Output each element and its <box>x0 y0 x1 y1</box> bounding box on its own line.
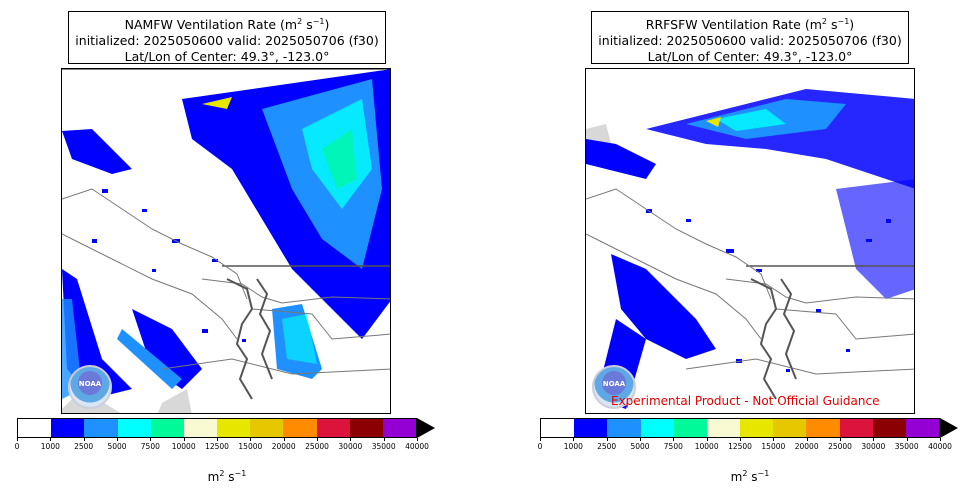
colorbar-segment <box>316 419 350 437</box>
colorbar-tick-mark <box>417 438 418 441</box>
colorbar-tick-label: 25000 <box>828 442 852 451</box>
right-map-svg <box>586 89 914 409</box>
colorbar-tick-mark <box>250 438 252 441</box>
colorbar-segment <box>541 419 575 437</box>
colorbar-tick-mark <box>83 438 85 441</box>
left-title-line1: NAMFW Ventilation Rate (m2 s−1) <box>124 17 330 33</box>
colorbar-tick-mark <box>573 438 575 441</box>
colorbar-segment <box>740 419 774 437</box>
colorbar-tick-mark <box>350 438 352 441</box>
colorbar-tick-label: 35000 <box>894 442 919 451</box>
colorbar-segment <box>839 419 873 437</box>
colorbar-tick-label: 5000 <box>107 442 127 451</box>
colorbar-tick-label: 2500 <box>597 442 617 451</box>
colorbar-tick-mark <box>50 438 52 441</box>
colorbar-segment <box>382 419 417 437</box>
colorbar-tick-label: 30000 <box>861 442 886 451</box>
colorbar-segment <box>706 419 741 437</box>
colorbar-tick-label: 0 <box>537 442 543 451</box>
colorbar-segment <box>117 419 151 437</box>
noaa-logo-right: NOAA <box>592 365 636 409</box>
noaa-logo-left: NOAA <box>68 365 112 409</box>
left-colorbar-extend-arrow <box>417 418 435 438</box>
colorbar-tick-label: 7500 <box>663 442 683 451</box>
colorbar-tick-mark <box>383 438 385 441</box>
colorbar-segment <box>283 419 317 437</box>
colorbar-segment <box>640 419 674 437</box>
colorbar-tick-mark <box>17 438 18 441</box>
right-colorbar-ticks: 0 1000 2500 5000 7500 10000 12500 15000 20000 250… <box>537 438 952 452</box>
colorbar-tick-mark <box>940 438 941 441</box>
colorbar-tick-label: 0 <box>14 442 20 451</box>
colorbar-tick-label: 1000 <box>563 442 583 451</box>
colorbar-tick-mark <box>217 438 218 441</box>
colorbar-tick-label: 2500 <box>74 442 94 451</box>
right-title-line3: Lat/Lon of Center: 49.3°, -123.0° <box>647 49 853 65</box>
left-map-svg <box>62 69 390 413</box>
right-colorbar <box>540 418 940 438</box>
right-colorbar-unit: m2 s−1 <box>730 469 770 484</box>
colorbar-tick-mark <box>873 438 875 441</box>
left-title-line3: Lat/Lon of Center: 49.3°, -123.0° <box>124 49 330 65</box>
left-map[interactable]: NOAA <box>61 68 391 414</box>
colorbar-segment <box>183 419 218 437</box>
left-colorbar-ticks: 0 1000 2500 5000 7500 10000 12500 15000 20000 250… <box>14 438 429 452</box>
colorbar-tick-label: 20000 <box>271 442 296 451</box>
experimental-disclaimer: Experimental Product - Not Official Guid… <box>611 394 880 408</box>
colorbar-tick-mark <box>806 438 808 441</box>
colorbar-tick-mark <box>317 438 318 441</box>
colorbar-segment <box>806 419 840 437</box>
colorbar-segment <box>905 419 940 437</box>
colorbar-tick-mark <box>606 438 608 441</box>
colorbar-tick-label: 15000 <box>761 442 786 451</box>
colorbar-segment <box>84 419 118 437</box>
colorbar-tick-mark <box>540 438 541 441</box>
colorbar-tick-label: 25000 <box>305 442 329 451</box>
colorbar-segment <box>18 419 52 437</box>
left-colorbar <box>17 418 417 438</box>
colorbar-segment <box>872 419 906 437</box>
colorbar-tick-label: 15000 <box>238 442 263 451</box>
colorbar-tick-mark <box>840 438 841 441</box>
left-title-line2: initialized: 2025050600 valid: 202505070… <box>75 33 379 49</box>
colorbar-tick-label: 1000 <box>40 442 60 451</box>
colorbar-tick-label: 40000 <box>928 442 952 451</box>
colorbar-tick-label: 12500 <box>205 442 229 451</box>
colorbar-segment <box>217 419 251 437</box>
colorbar-tick-label: 5000 <box>630 442 650 451</box>
left-colorbar-unit: m2 s−1 <box>207 469 247 484</box>
colorbar-segment <box>250 419 284 437</box>
colorbar-tick-label: 12500 <box>728 442 752 451</box>
colorbar-tick-label: 10000 <box>171 442 196 451</box>
colorbar-tick-label: 7500 <box>140 442 160 451</box>
colorbar-tick-label: 20000 <box>794 442 819 451</box>
colorbar-tick-mark <box>117 438 118 441</box>
colorbar-segment <box>150 419 184 437</box>
colorbar-tick-label: 35000 <box>371 442 396 451</box>
colorbar-tick-label: 10000 <box>694 442 719 451</box>
colorbar-tick-mark <box>183 438 185 441</box>
colorbar-segment <box>51 419 85 437</box>
right-map[interactable]: NOAA Experimental Product - Not Official… <box>585 68 915 414</box>
colorbar-tick-mark <box>150 438 152 441</box>
right-title-box: RRFSFW Ventilation Rate (m2 s−1) initial… <box>591 11 909 64</box>
colorbar-tick-mark <box>706 438 708 441</box>
right-title-line2: initialized: 2025050600 valid: 202505070… <box>598 33 902 49</box>
colorbar-tick-label: 40000 <box>405 442 429 451</box>
right-colorbar-extend-arrow <box>940 418 958 438</box>
colorbar-tick-mark <box>773 438 775 441</box>
colorbar-tick-label: 30000 <box>338 442 363 451</box>
colorbar-tick-mark <box>740 438 741 441</box>
colorbar-segment <box>607 419 641 437</box>
colorbar-segment <box>349 419 383 437</box>
colorbar-segment <box>673 419 707 437</box>
colorbar-tick-mark <box>283 438 285 441</box>
colorbar-segment <box>773 419 807 437</box>
colorbar-tick-mark <box>640 438 641 441</box>
colorbar-tick-mark <box>906 438 908 441</box>
colorbar-tick-mark <box>673 438 675 441</box>
colorbar-segment <box>574 419 608 437</box>
right-title-line1: RRFSFW Ventilation Rate (m2 s−1) <box>645 17 855 33</box>
left-title-box: NAMFW Ventilation Rate (m2 s−1) initiali… <box>68 11 386 64</box>
